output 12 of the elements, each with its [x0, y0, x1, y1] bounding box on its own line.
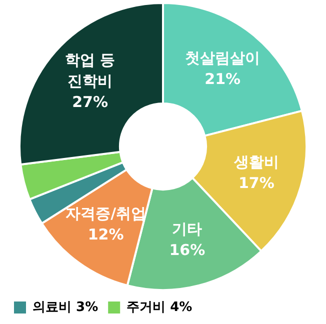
data-label: 17%: [238, 174, 274, 192]
slice-label: 자격증/취업: [66, 204, 146, 223]
slice-label: 기타: [172, 220, 202, 238]
legend-label: 의료비 3%: [32, 300, 98, 315]
data-label: 12%: [88, 226, 124, 244]
data-label: 16%: [169, 241, 206, 260]
slice-label: 생활비: [232, 153, 279, 172]
data-label: 27%: [72, 93, 108, 112]
slice-label: 첫살림살이: [185, 49, 260, 68]
legend-label: 주거비 4%: [126, 300, 192, 315]
slice-label: 학업 등 진학비: [64, 51, 116, 90]
data-label: 21%: [204, 70, 241, 88]
